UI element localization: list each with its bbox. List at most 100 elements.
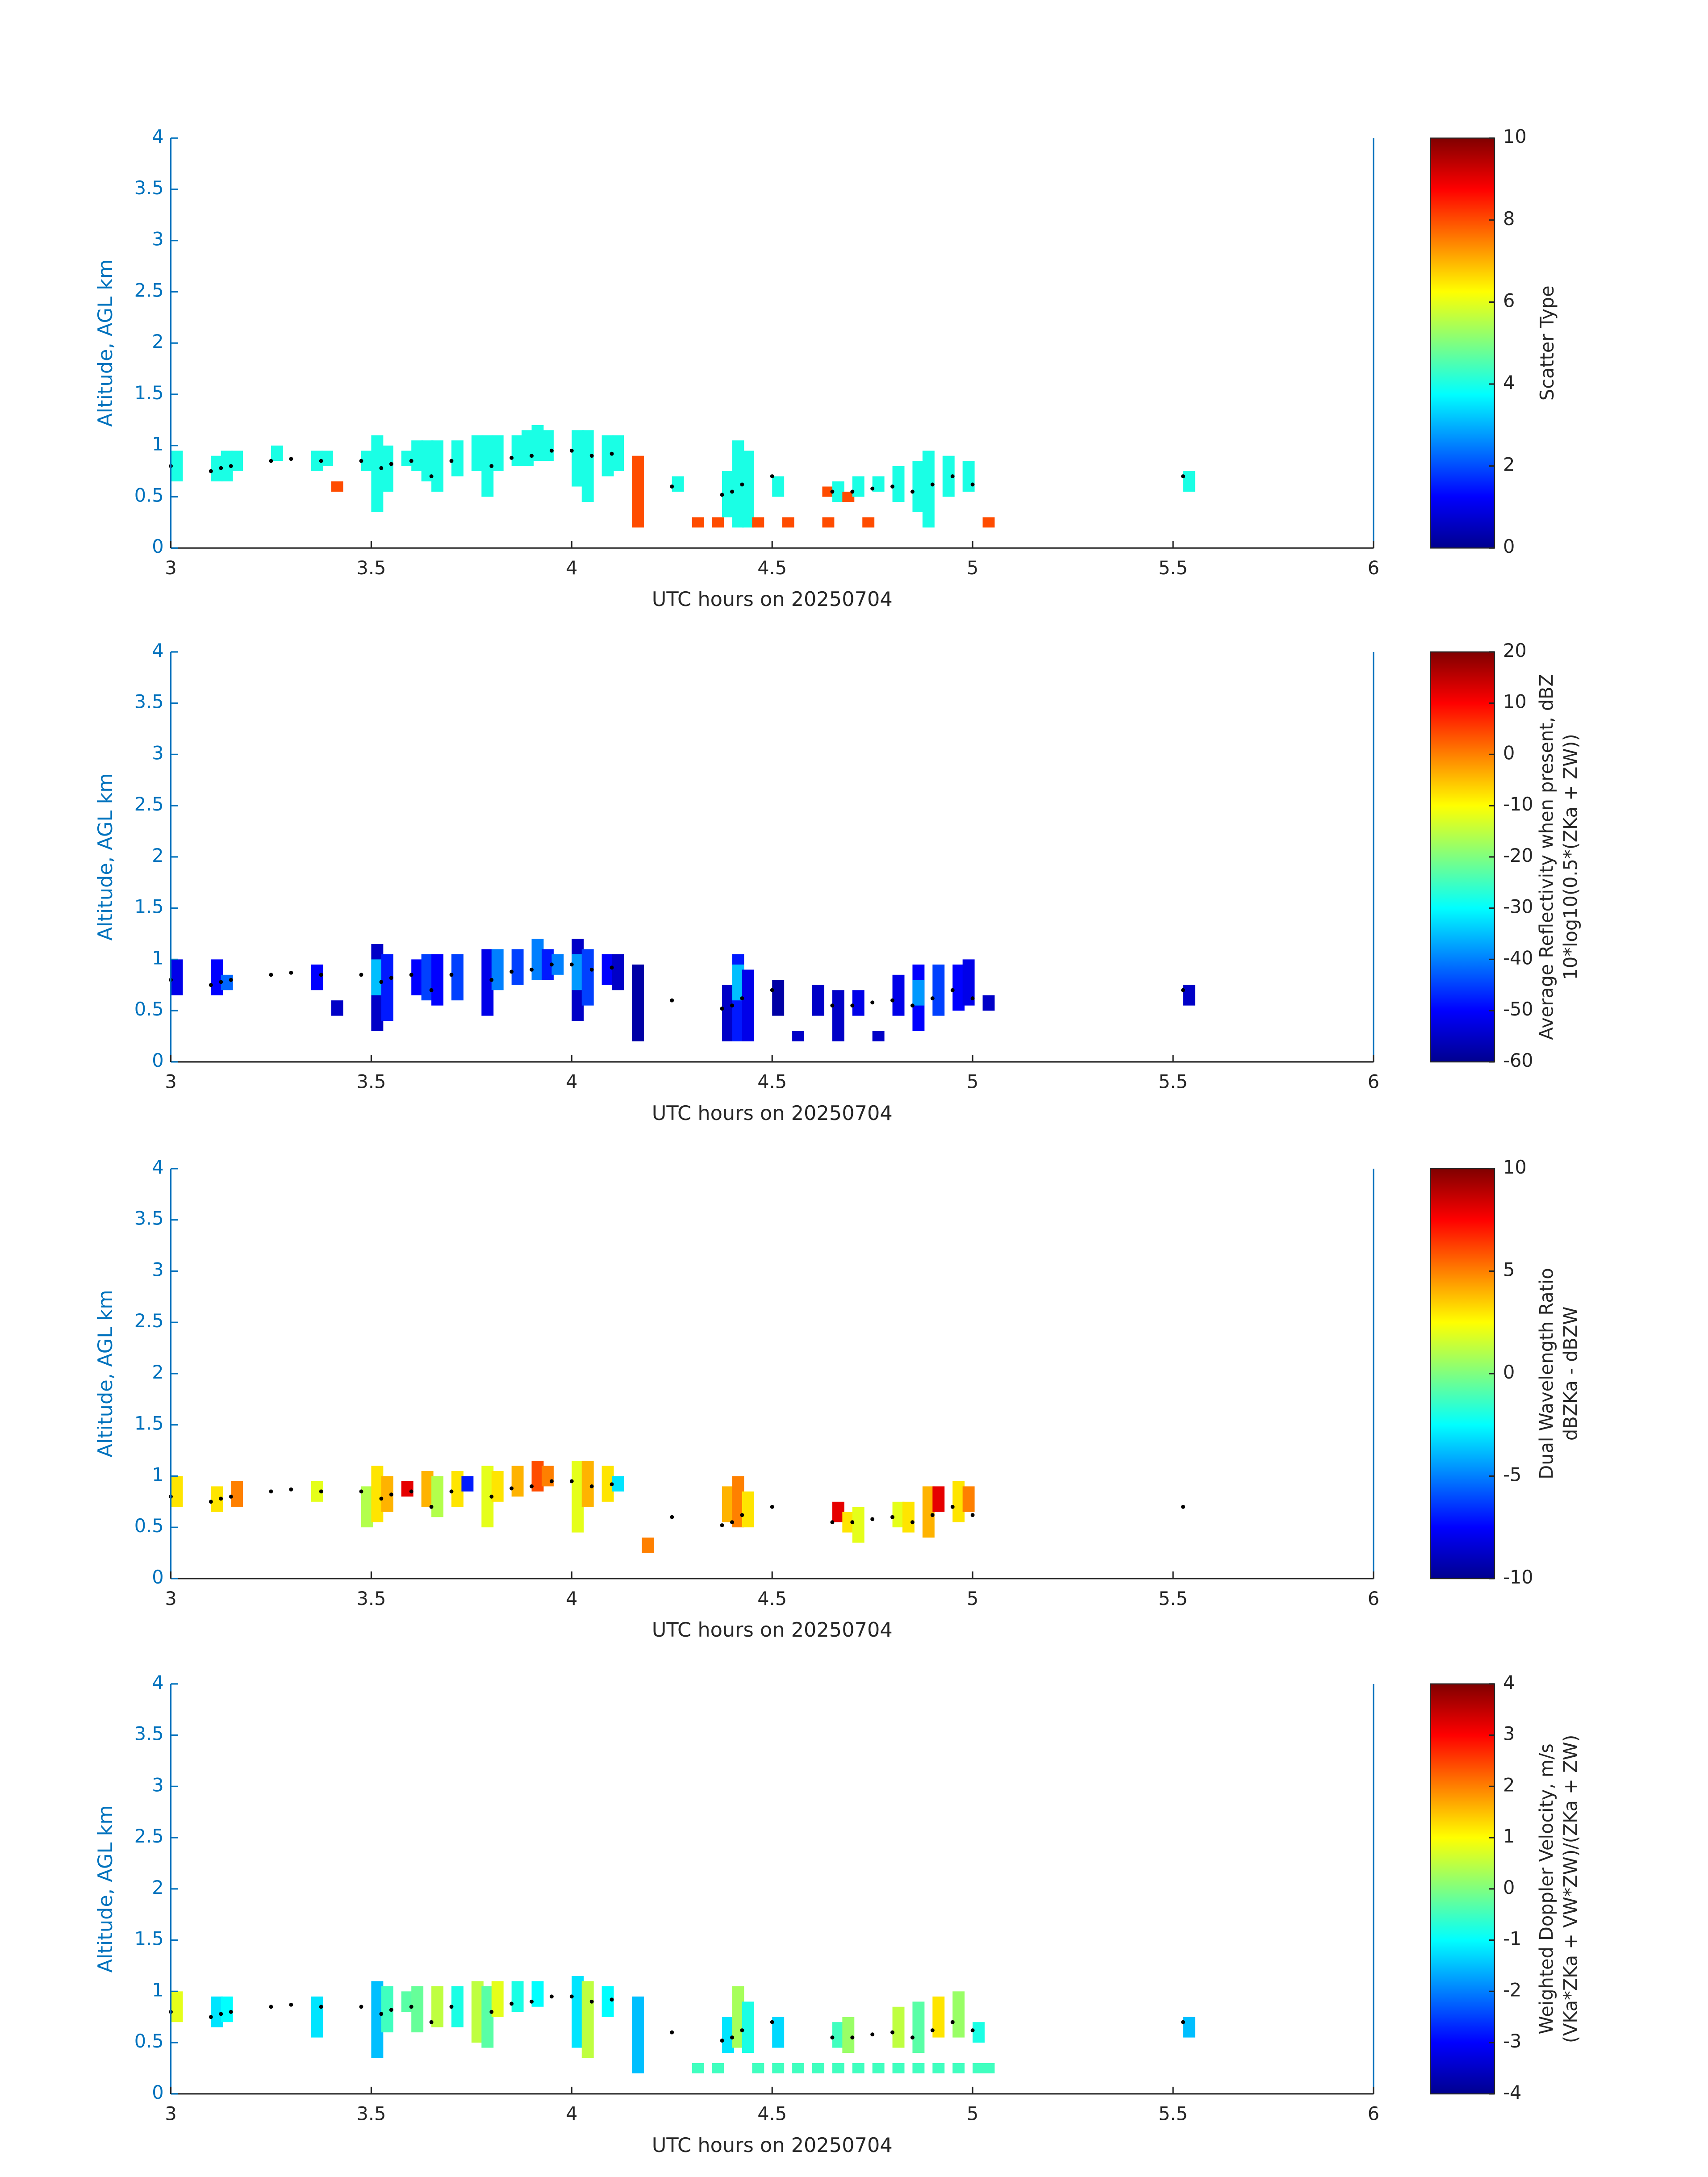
x-tick-label: 6: [1368, 1071, 1379, 1093]
marker: [449, 2005, 454, 2009]
cell: [221, 1996, 233, 2022]
marker: [530, 967, 534, 972]
cell: [752, 517, 764, 528]
x-tick-label: 4: [566, 1071, 577, 1093]
colorbar-label: (VKa*ZKa + VW*ZW)/(ZKa + ZW): [1560, 1735, 1582, 2043]
marker: [209, 469, 213, 473]
cell: [631, 455, 644, 528]
marker: [910, 1003, 915, 1008]
marker: [359, 973, 363, 977]
y-tick-label: 4: [152, 126, 163, 147]
cell: [572, 954, 584, 990]
colorbar-tick-label: 10: [1503, 126, 1527, 147]
marker: [389, 976, 393, 980]
y-tick-label: 4: [152, 1672, 163, 1693]
cell: [852, 476, 864, 497]
colorbar-tick-label: 3: [1503, 1723, 1515, 1745]
colorbar: [1430, 1168, 1495, 1579]
cell: [311, 964, 323, 990]
colorbar-tick-label: -2: [1503, 1979, 1521, 2001]
cell: [962, 461, 975, 492]
marker: [589, 1999, 594, 2004]
x-tick-label: 4.5: [757, 1071, 787, 1093]
marker: [740, 482, 744, 487]
cell: [962, 1486, 975, 1512]
cell: [672, 476, 684, 492]
marker: [569, 962, 574, 967]
marker: [229, 1494, 233, 1499]
colorbar-tick-label: -60: [1503, 1050, 1533, 1071]
colorbar-tick-label: -4: [1503, 2082, 1521, 2103]
cell: [822, 517, 835, 528]
cell: [932, 2063, 945, 2073]
y-axis-label: Altitude, AGL km: [94, 1290, 117, 1457]
marker: [379, 2012, 384, 2016]
x-axis-label: UTC hours on 20250704: [652, 588, 893, 611]
cell: [541, 430, 554, 461]
marker: [589, 454, 594, 458]
marker: [489, 464, 494, 468]
marker: [670, 1515, 674, 1519]
colorbar-tick-label: -50: [1503, 999, 1533, 1020]
cell: [631, 1996, 644, 2073]
cell: [171, 959, 183, 995]
cell: [612, 1476, 624, 1492]
colorbar-tick-label: -3: [1503, 2031, 1521, 2052]
x-tick-label: 5.5: [1158, 2103, 1188, 2125]
marker: [740, 2028, 744, 2033]
cell: [982, 517, 995, 528]
marker: [489, 1494, 494, 1499]
cell: [922, 451, 935, 528]
cell: [221, 974, 233, 990]
cell: [451, 1986, 464, 2027]
panel: 0 0.5 1 1.5 2 2.5 3 3.5 4 3 3.5 4 4.5 5 5.5 6 UTC hours …: [94, 126, 1558, 611]
x-tick-label: 5: [967, 1071, 978, 1093]
y-tick-label: 3.5: [134, 691, 164, 713]
marker: [720, 493, 724, 497]
marker: [449, 459, 454, 463]
marker: [950, 474, 955, 479]
colorbar-label: Scatter Type: [1537, 285, 1558, 401]
colorbar: [1430, 1683, 1495, 2095]
y-tick-label: 4: [152, 1157, 163, 1178]
marker: [489, 2010, 494, 2014]
y-tick-label: 2: [152, 1877, 163, 1898]
marker: [830, 489, 835, 494]
marker: [610, 451, 614, 456]
x-tick-label: 3.5: [356, 557, 386, 579]
marker: [429, 988, 434, 992]
cell: [601, 435, 614, 476]
colorbar-tick-label: -10: [1503, 794, 1533, 815]
marker: [530, 1999, 534, 2004]
colorbar-label: Average Reflectivity when present, dBZ: [1536, 674, 1557, 1040]
marker: [409, 459, 413, 463]
cell: [912, 2002, 925, 2053]
marker: [1181, 988, 1185, 992]
colorbar-label: dBZKa - dBZW: [1560, 1307, 1582, 1441]
marker: [319, 973, 323, 977]
cell: [481, 949, 494, 1016]
x-axis-label: UTC hours on 20250704: [652, 2134, 893, 2157]
marker: [549, 448, 554, 453]
colorbar-tick-label: 8: [1503, 208, 1515, 230]
y-tick-label: 2.5: [134, 280, 164, 301]
y-tick-label: 0.5: [134, 2031, 164, 2052]
cell: [712, 517, 724, 528]
marker: [830, 2035, 835, 2040]
y-tick-label: 1.5: [134, 1413, 164, 1434]
marker: [890, 2030, 895, 2035]
marker: [549, 1994, 554, 1999]
cell: [171, 451, 183, 482]
marker: [289, 457, 293, 461]
cell: [952, 1991, 965, 2038]
panel: 0 0.5 1 1.5 2 2.5 3 3.5 4 3 3.5 4 4.5 5 5.5 6 UTC hours …: [94, 640, 1582, 1125]
cell: [852, 990, 864, 1016]
cell: [852, 1507, 864, 1543]
marker: [930, 482, 935, 487]
marker: [379, 466, 384, 470]
marker: [509, 969, 514, 974]
marker: [389, 1492, 393, 1497]
cell: [642, 1538, 654, 1553]
cell: [772, 476, 785, 497]
marker: [409, 973, 413, 977]
